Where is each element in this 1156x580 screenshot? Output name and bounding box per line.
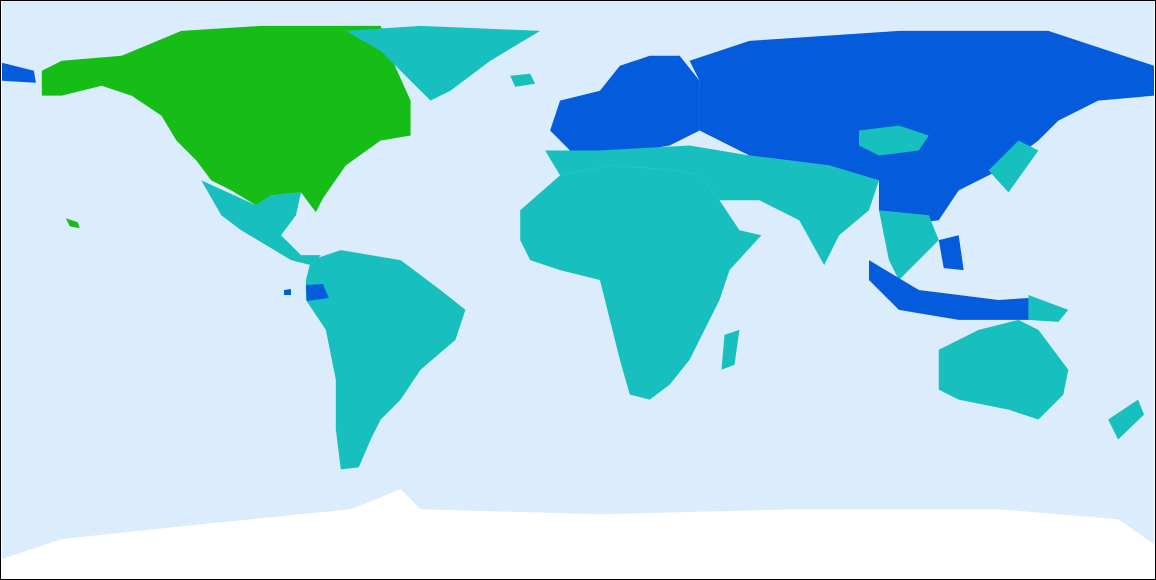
region-iceland[interactable] <box>510 73 536 87</box>
region-antarctica[interactable] <box>1 489 1155 579</box>
region-africa[interactable] <box>520 165 762 400</box>
region-madagascar[interactable] <box>721 329 740 370</box>
region-mongolia[interactable] <box>859 125 929 156</box>
region-north-america[interactable] <box>41 25 411 213</box>
region-central-america[interactable] <box>201 180 321 266</box>
region-new-zealand[interactable] <box>1108 399 1145 440</box>
region-galapagos[interactable] <box>284 289 291 295</box>
region-australia[interactable] <box>938 319 1069 420</box>
region-japan-korea[interactable] <box>988 140 1039 193</box>
region-papua-new-guinea[interactable] <box>1028 294 1069 322</box>
region-alaska-east-piece[interactable] <box>1 62 36 83</box>
region-south-america[interactable] <box>305 250 466 470</box>
region-ecuador[interactable] <box>305 284 329 301</box>
region-indonesia[interactable] <box>868 260 1029 320</box>
region-mediterranean-middle-east-south-asia[interactable] <box>545 145 879 266</box>
region-philippines[interactable] <box>938 235 964 271</box>
region-greenland[interactable] <box>345 25 541 101</box>
region-southeast-asia[interactable] <box>878 210 939 281</box>
region-europe[interactable] <box>550 55 700 151</box>
region-russia-china[interactable] <box>689 30 1155 226</box>
region-hawaii[interactable] <box>65 218 80 229</box>
